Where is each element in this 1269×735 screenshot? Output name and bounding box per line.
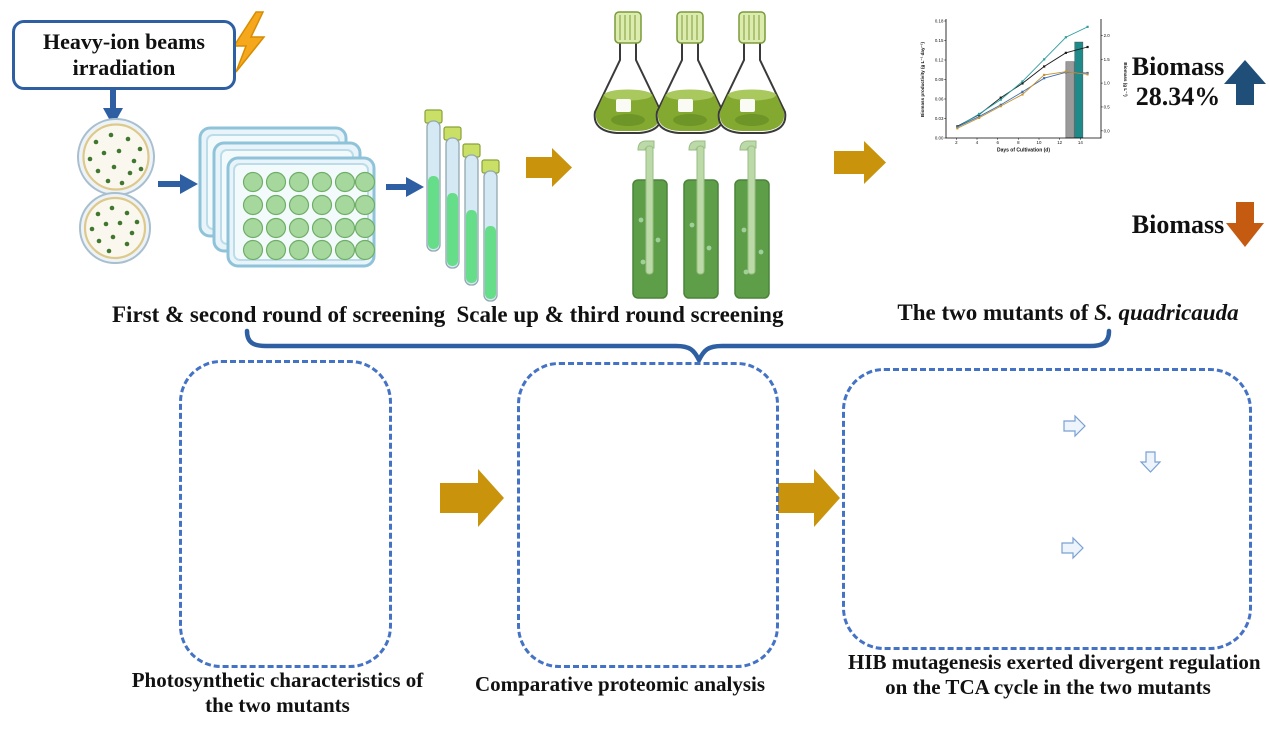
svg-text:Days of Cultivation (d): Days of Cultivation (d) (997, 148, 1050, 154)
arrow-down-blue (103, 88, 123, 126)
caption-tca: HIB mutagenesis exerted divergent regula… (848, 650, 1261, 699)
svg-text:0.06: 0.06 (935, 97, 944, 102)
open-arrow-right (1061, 536, 1084, 560)
test-tubes (424, 109, 500, 302)
hib-line1: Heavy-ion beams (43, 28, 205, 54)
photobioreactor-column (632, 140, 668, 299)
arrow-gold (778, 469, 840, 527)
lightning-bolt-icon (232, 11, 266, 73)
panel-proteomic (517, 362, 779, 668)
panel-photosynthetic (179, 360, 392, 668)
svg-text:0.03: 0.03 (935, 116, 944, 121)
svg-text:0.09: 0.09 (935, 77, 944, 82)
flask (655, 11, 725, 134)
species-name: S. quadricauda (1094, 300, 1239, 325)
biomass-up-arrow (1224, 60, 1266, 105)
chart-kegg-s4 (528, 372, 766, 514)
svg-text:1.5: 1.5 (1104, 57, 1111, 62)
chart-body: 0.00 0.03 0.06 0.09 0.12 0.15 0.18 2 4 6 8 10 12 14 0.… (920, 19, 1128, 154)
petri-dish (77, 118, 155, 196)
svg-text:14: 14 (1078, 140, 1083, 145)
svg-text:0.5: 0.5 (1104, 105, 1111, 110)
caption-two-mutants: The two mutants of S. quadricauda (897, 300, 1239, 325)
svg-text:0.12: 0.12 (935, 58, 944, 63)
caption-proteomic: Comparative proteomic analysis (474, 672, 766, 696)
svg-text:0.18: 0.18 (935, 19, 944, 24)
chart-biomass-productivity-mutant26: 0.00 0.03 0.06 0.09 0.12 0.15 0.18 2 4 6 8 10 12 14 0.… (920, 19, 1128, 154)
photobioreactor-column (734, 140, 770, 299)
chart-biomass-productivity-mutant4 (918, 162, 1128, 312)
heavy-ion-box: Heavy-ion beams irradiation (12, 20, 236, 90)
arrow-gold (440, 469, 504, 527)
chart-des (192, 516, 382, 658)
svg-text:12: 12 (1057, 140, 1062, 145)
svg-text:10: 10 (1037, 140, 1042, 145)
arrow-right-blue (386, 177, 424, 197)
flask (593, 11, 663, 134)
biomass-down-text: Biomass (1131, 210, 1225, 239)
open-arrow-right (1063, 414, 1086, 438)
biomass-up-text: Biomass 28.34% (1131, 52, 1225, 111)
caption-photosynthetic: Photosynthetic characteristics of the tw… (131, 668, 424, 717)
svg-text:0.0: 0.0 (1104, 128, 1111, 133)
svg-text:Biomass productivity (g L⁻¹ da: Biomass productivity (g L⁻¹ day⁻¹) (920, 42, 925, 118)
svg-text:1.0: 1.0 (1104, 81, 1111, 86)
photobioreactor-column (683, 140, 719, 299)
chart-npq (192, 372, 382, 522)
arrow-gold (526, 148, 572, 187)
hib-line2: irradiation (72, 55, 176, 80)
biomass-down-arrow (1226, 202, 1264, 247)
svg-text:4: 4 (976, 140, 979, 145)
petri-dish (79, 192, 151, 264)
well-plate-stack (198, 126, 376, 268)
caption-screening2: Scale up & third round screening (456, 302, 784, 327)
arrow-gold (834, 141, 886, 184)
svg-text:0.15: 0.15 (935, 38, 944, 43)
svg-text:Biomass (g L⁻¹): Biomass (g L⁻¹) (1123, 62, 1128, 97)
chart-kegg-s26 (528, 514, 766, 656)
open-arrow-down (1139, 451, 1162, 473)
svg-text:6: 6 (996, 140, 999, 145)
panel-tca (842, 368, 1252, 650)
flask (717, 11, 787, 134)
svg-text:0.00: 0.00 (935, 136, 944, 141)
brace (244, 328, 1112, 366)
svg-text:8: 8 (1017, 140, 1020, 145)
svg-text:2: 2 (955, 140, 958, 145)
caption-screening1: First & second round of screening (112, 302, 446, 327)
svg-text:2.0: 2.0 (1104, 33, 1111, 38)
arrow-right-blue (158, 174, 198, 194)
